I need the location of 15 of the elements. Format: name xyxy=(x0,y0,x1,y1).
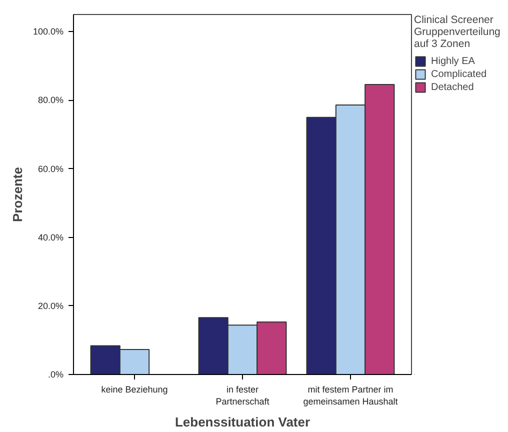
y-tick-label: 100.0% xyxy=(32,26,64,37)
y-tick-label: 80.0% xyxy=(38,95,64,106)
y-tick-label: .0% xyxy=(48,370,64,380)
legend-title: Clinical Screener Gruppenverteilung auf 3 Zonen xyxy=(414,14,500,50)
y-tick-label: 60.0% xyxy=(38,164,64,174)
legend-label: Highly EA xyxy=(431,55,475,67)
legend-label: Complicated xyxy=(431,68,487,80)
legend-label: Detached xyxy=(431,81,474,93)
x-tick-label: keine Beziehung xyxy=(101,384,168,394)
y-tick-label: 20.0% xyxy=(38,300,64,311)
y-axis-title: Prozente xyxy=(10,167,25,222)
y-tick-label: 40.0% xyxy=(38,232,64,242)
x-tick-label: mit festem Partner im gemeinsamen Haushalt xyxy=(303,384,398,406)
x-tick-label: in fester Partnerschaft xyxy=(216,384,270,406)
x-axis-title: Lebenssituation Vater xyxy=(174,414,310,430)
